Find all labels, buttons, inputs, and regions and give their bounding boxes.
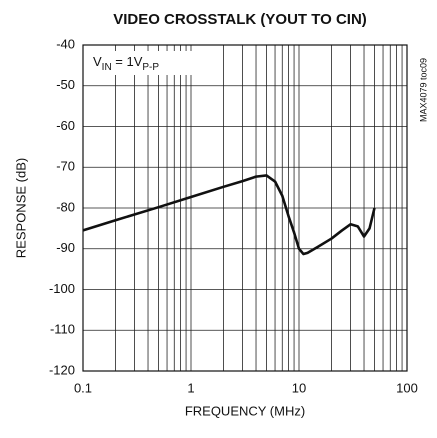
- annotation-part: V: [93, 54, 102, 69]
- y-tick-label: -120: [49, 362, 75, 377]
- x-tick-label: 10: [292, 380, 306, 395]
- annotation-bg: [89, 51, 199, 75]
- annotation: VIN = 1VP-P: [93, 54, 159, 72]
- y-tick-label: -90: [56, 240, 75, 255]
- chart-title: VIDEO CROSSTALK (YOUT TO CIN): [113, 11, 367, 28]
- y-tick-label: -40: [56, 36, 75, 51]
- y-axis-label: RESPONSE (dB): [13, 158, 28, 258]
- data-line: [82, 174, 376, 256]
- y-tick-label: -100: [49, 281, 75, 296]
- y-tick-label: -70: [56, 159, 75, 174]
- y-tick-label: -50: [56, 77, 75, 92]
- y-tick-label: -80: [56, 199, 75, 214]
- x-tick-label: 1: [187, 380, 194, 395]
- subscript: P-P: [142, 62, 159, 73]
- plot-frame: [82, 44, 408, 372]
- x-tick-label: 100: [396, 380, 418, 395]
- x-tick-label: 0.1: [74, 380, 92, 395]
- side-note: MAX4079 toc09: [418, 58, 428, 122]
- y-tick-label: -110: [50, 322, 75, 337]
- subscript: IN: [102, 62, 112, 73]
- x-axis-label: FREQUENCY (MHz): [185, 403, 305, 418]
- y-tick-label: -60: [56, 118, 75, 133]
- annotation-part: = 1V: [112, 54, 143, 69]
